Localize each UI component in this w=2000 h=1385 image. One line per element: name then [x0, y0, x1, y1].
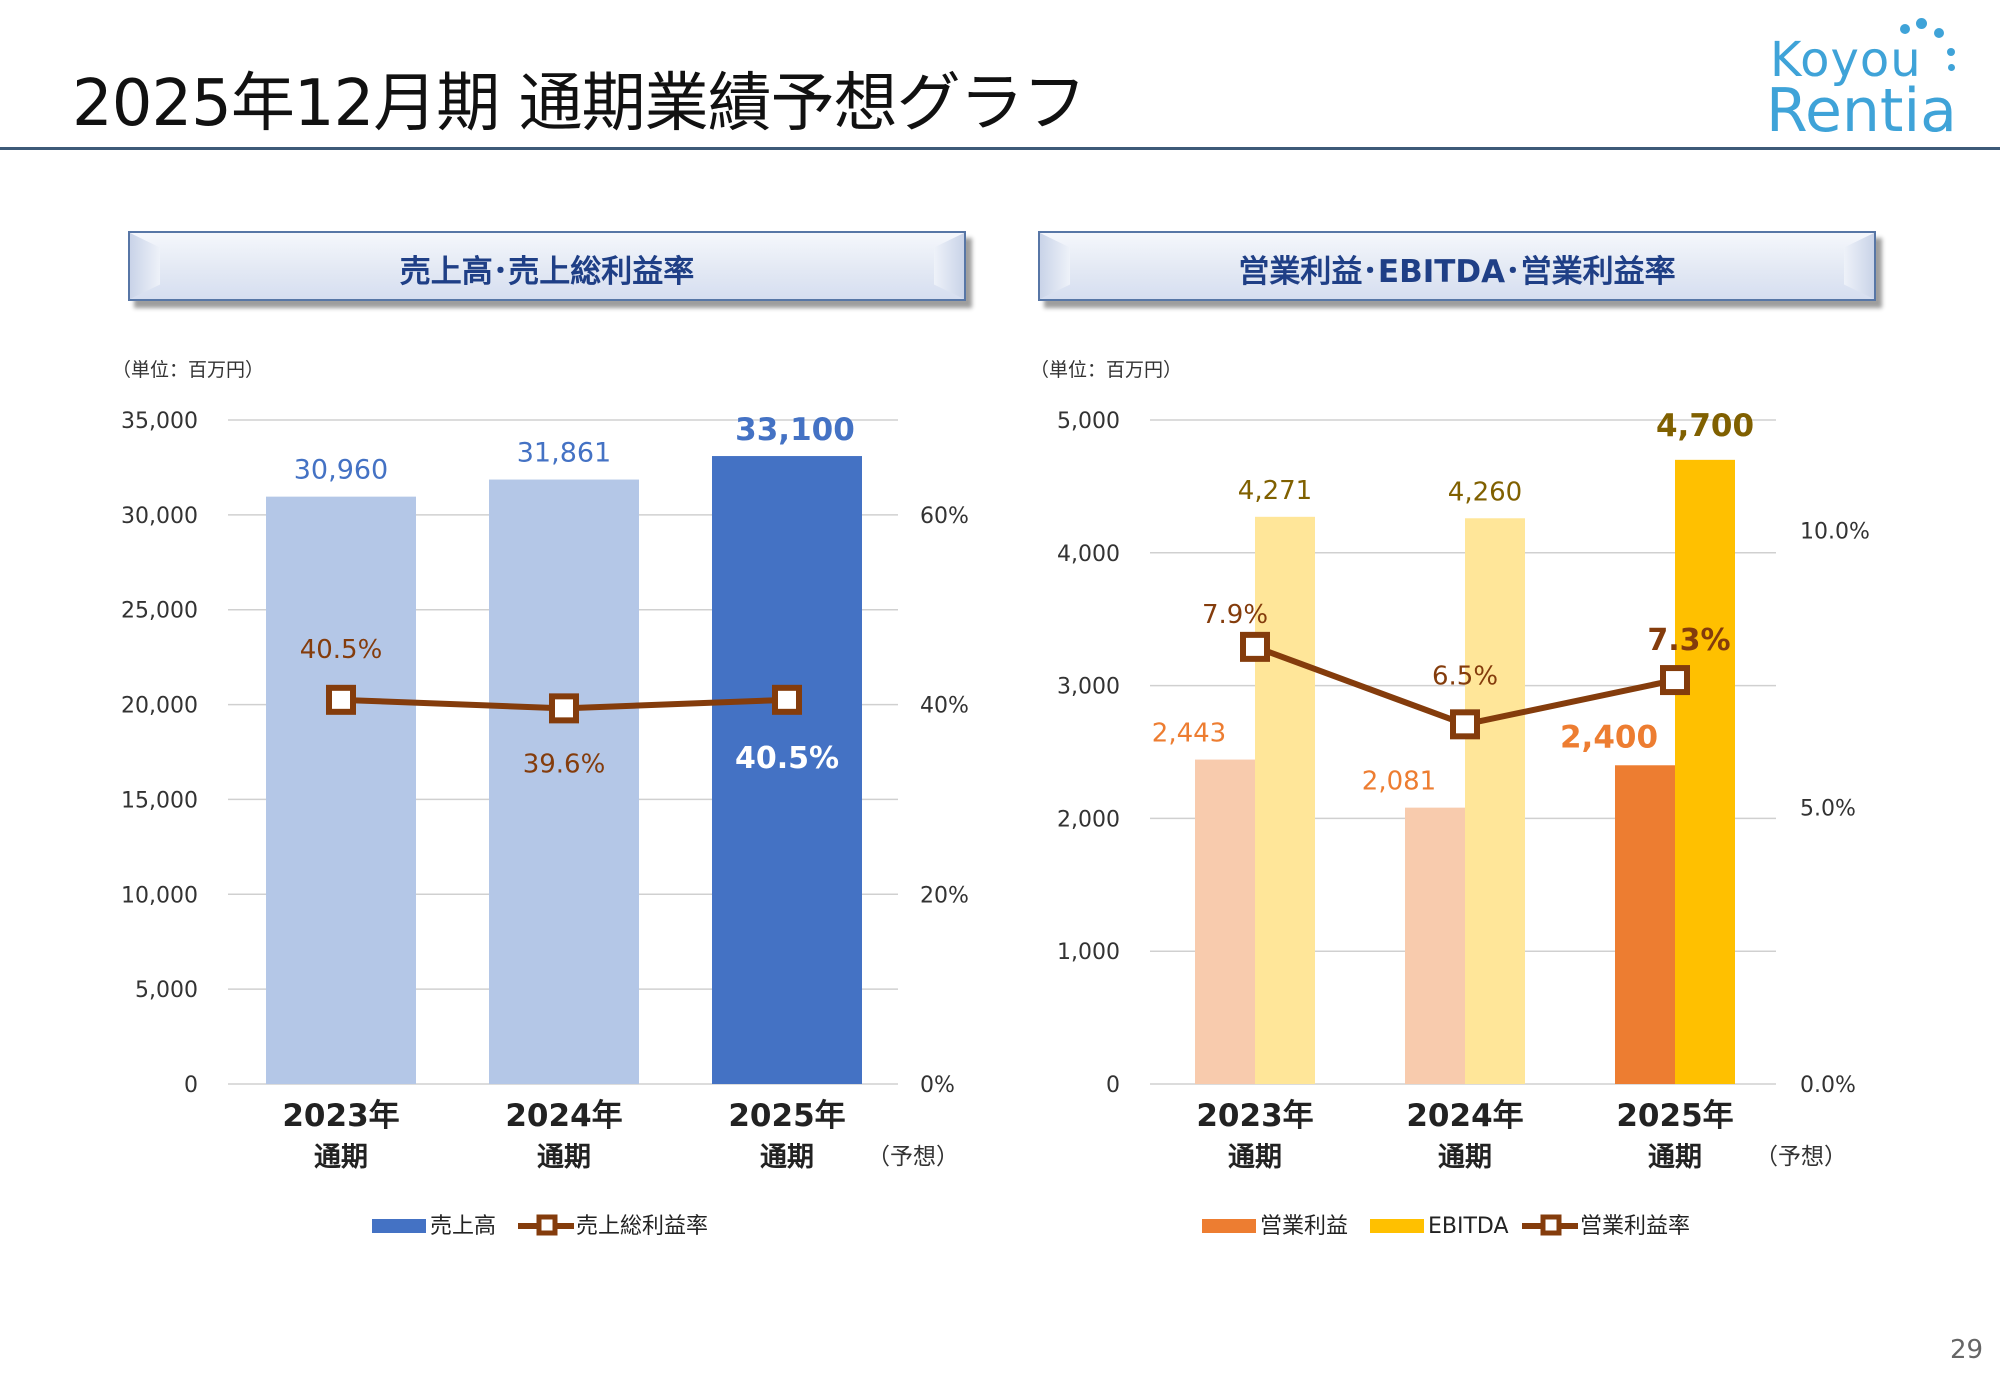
bar-value-label: 2,400: [1560, 719, 1658, 755]
bar-value-label: 31,861: [517, 438, 611, 469]
y-left-tick-label: 0: [184, 1073, 198, 1098]
unit-label: （単位：百万円）: [112, 359, 264, 381]
bar-value-label: 2,081: [1362, 767, 1436, 797]
margin-marker: [1450, 709, 1480, 740]
bar-value-label: 30,960: [294, 455, 388, 486]
panel-header-sales: 売上高･売上総利益率: [128, 231, 966, 301]
x-category-note: （予想）: [867, 1144, 959, 1170]
x-category-period: 通期: [314, 1142, 368, 1173]
y-left-tick-label: 2,000: [1057, 807, 1120, 832]
bar-ebitda: [1675, 459, 1735, 1085]
bar-sales: [489, 479, 639, 1085]
legend-label: 営業利益: [1260, 1214, 1348, 1239]
logo-dot: [1947, 48, 1955, 56]
legend-swatch-marker: [536, 1214, 558, 1236]
y-left-tick-label: 1,000: [1057, 940, 1120, 965]
margin-marker: [1240, 631, 1270, 662]
y-right-tick-label: 0.0%: [1800, 1073, 1856, 1098]
page-title: 2025年12月期 通期業績予想グラフ: [72, 67, 1087, 141]
legend-label: 売上高: [430, 1214, 496, 1239]
line-value-label: 40.5%: [300, 635, 383, 665]
panel-header-profit: 営業利益･EBITDA･営業利益率: [1038, 231, 1876, 301]
y-left-tick-label: 0: [1106, 1073, 1120, 1098]
y-left-tick-label: 5,000: [1057, 409, 1120, 434]
y-right-tick-label: 60%: [920, 504, 969, 529]
line-value-label: 7.3%: [1647, 623, 1730, 658]
title-divider: [0, 147, 2000, 150]
bar-sales: [712, 456, 862, 1084]
legend-label: 売上総利益率: [576, 1214, 708, 1239]
y-left-tick-label: 4,000: [1057, 542, 1120, 567]
y-right-tick-label: 40%: [920, 694, 969, 719]
company-logo: Koyou Rentia: [1762, 14, 1972, 146]
x-category-period: 通期: [537, 1142, 591, 1173]
y-right-tick-label: 20%: [920, 883, 969, 908]
margin-marker: [1660, 665, 1690, 696]
bar-ebitda: [1465, 518, 1525, 1084]
bar-value-label: 4,260: [1448, 477, 1522, 507]
x-category-year: 2023年: [282, 1098, 399, 1134]
margin-marker: [772, 684, 802, 715]
panel-header-sales-label: 売上高･売上総利益率: [399, 254, 695, 290]
x-category-period: 通期: [1648, 1142, 1702, 1173]
legend-label: EBITDA: [1428, 1214, 1509, 1239]
legend-swatch: [372, 1219, 426, 1233]
bar-operating-profit: [1195, 759, 1255, 1084]
bar-sales: [266, 496, 416, 1085]
y-right-tick-label: 10.0%: [1800, 520, 1870, 545]
x-category-year: 2024年: [505, 1098, 622, 1134]
y-left-tick-label: 20,000: [121, 694, 198, 719]
bar-value-label: 4,700: [1656, 408, 1754, 444]
bar-ebitda: [1255, 516, 1315, 1084]
bar-value-label: 4,271: [1238, 476, 1312, 506]
y-left-tick-label: 15,000: [121, 788, 198, 813]
margin-marker: [549, 693, 579, 724]
y-left-tick-label: 5,000: [135, 978, 198, 1003]
logo-dot: [1900, 24, 1910, 34]
logo-dot: [1934, 28, 1944, 38]
margin-marker: [326, 684, 356, 715]
logo-dot: [1948, 64, 1955, 71]
legend-swatch: [1370, 1219, 1424, 1233]
bar-operating-profit: [1615, 765, 1675, 1084]
bar-value-label: 33,100: [735, 412, 855, 448]
legend-swatch-marker: [1540, 1214, 1562, 1236]
x-category-year: 2023年: [1196, 1098, 1313, 1134]
legend-label: 営業利益率: [1580, 1214, 1690, 1239]
x-category-year: 2025年: [1616, 1098, 1733, 1134]
y-left-tick-label: 30,000: [121, 504, 198, 529]
x-category-period: 通期: [760, 1142, 814, 1173]
page-number: 29: [1950, 1335, 1984, 1365]
panel-header-profit-label: 営業利益･EBITDA･営業利益率: [1238, 254, 1676, 290]
bar-operating-profit: [1405, 807, 1465, 1084]
logo-dot: [1916, 18, 1927, 29]
legend-swatch: [1202, 1219, 1256, 1233]
x-category-period: 通期: [1438, 1142, 1492, 1173]
y-left-tick-label: 35,000: [121, 409, 198, 434]
x-category-year: 2024年: [1406, 1098, 1523, 1134]
y-left-tick-label: 10,000: [121, 883, 198, 908]
x-category-note: （予想）: [1755, 1144, 1847, 1170]
unit-label: （単位：百万円）: [1030, 359, 1182, 381]
x-category-period: 通期: [1228, 1142, 1282, 1173]
line-value-label: 40.5%: [735, 741, 839, 776]
y-left-tick-label: 3,000: [1057, 675, 1120, 700]
logo-line-2: Rentia: [1766, 76, 1957, 146]
line-value-label: 6.5%: [1432, 661, 1498, 691]
bar-value-label: 2,443: [1152, 719, 1226, 749]
line-value-label: 39.6%: [523, 749, 606, 779]
y-left-tick-label: 25,000: [121, 599, 198, 624]
logo-line-1: Koyou: [1770, 32, 1922, 88]
y-right-tick-label: 0%: [920, 1073, 955, 1098]
x-category-year: 2025年: [728, 1098, 845, 1134]
y-right-tick-label: 5.0%: [1800, 796, 1856, 821]
line-value-label: 7.9%: [1202, 600, 1268, 630]
